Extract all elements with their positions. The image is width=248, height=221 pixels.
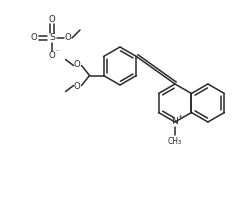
Text: O: O bbox=[49, 51, 55, 61]
Text: S: S bbox=[49, 34, 55, 42]
Text: CH₃: CH₃ bbox=[168, 137, 182, 145]
Text: O: O bbox=[31, 34, 37, 42]
Text: +: + bbox=[178, 114, 183, 120]
Text: O: O bbox=[65, 34, 71, 42]
Text: ⁻: ⁻ bbox=[55, 49, 59, 55]
Text: O: O bbox=[73, 60, 80, 69]
Text: O: O bbox=[73, 82, 80, 91]
Text: O: O bbox=[49, 15, 55, 25]
Text: N: N bbox=[172, 118, 179, 126]
